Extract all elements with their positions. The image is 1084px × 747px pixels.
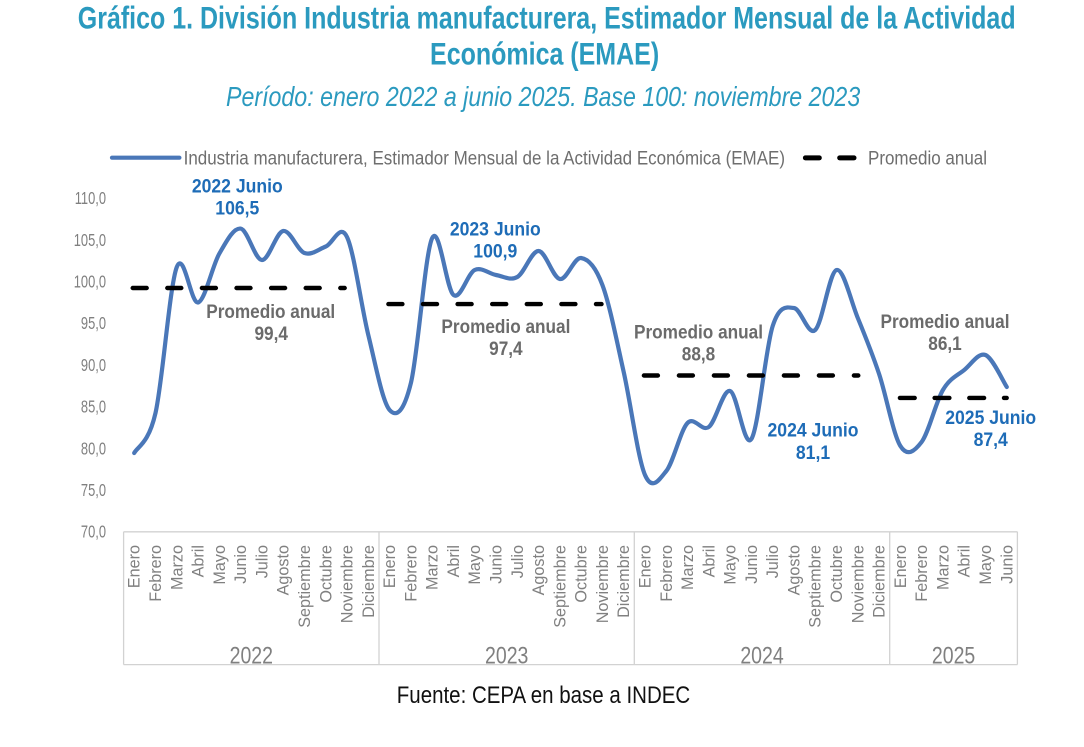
svg-text:Promedio anual: Promedio anual xyxy=(206,300,335,322)
svg-text:Abril: Abril xyxy=(445,545,463,577)
svg-text:Mayo: Mayo xyxy=(211,545,229,585)
svg-text:2022 Junio: 2022 Junio xyxy=(192,175,283,197)
svg-text:Junio: Junio xyxy=(232,545,250,584)
svg-text:Octubre: Octubre xyxy=(573,545,591,603)
svg-text:2023 Junio: 2023 Junio xyxy=(450,218,541,240)
svg-text:Febrero: Febrero xyxy=(658,545,676,602)
svg-text:Febrero: Febrero xyxy=(913,545,931,602)
svg-text:80,0: 80,0 xyxy=(81,440,106,459)
svg-text:Noviembre: Noviembre xyxy=(339,545,357,623)
svg-text:2025 Junio: 2025 Junio xyxy=(945,406,1036,428)
svg-text:Promedio anual: Promedio anual xyxy=(634,321,763,343)
svg-text:Agosto: Agosto xyxy=(275,545,293,595)
svg-text:Fuente: CEPA en base a INDEC: Fuente: CEPA en base a INDEC xyxy=(397,681,690,708)
svg-text:100,9: 100,9 xyxy=(473,240,517,262)
svg-text:Mayo: Mayo xyxy=(722,545,740,585)
svg-text:Industria manufacturera, Estim: Industria manufacturera, Estimador Mensu… xyxy=(184,148,785,169)
svg-text:81,1: 81,1 xyxy=(796,441,830,463)
svg-text:Septiembre: Septiembre xyxy=(551,545,569,628)
svg-text:97,4: 97,4 xyxy=(489,337,523,359)
svg-text:75,0: 75,0 xyxy=(81,481,106,500)
svg-text:Diciembre: Diciembre xyxy=(360,545,378,618)
svg-text:88,8: 88,8 xyxy=(682,343,715,365)
svg-text:Marzo: Marzo xyxy=(679,545,697,590)
svg-text:Marzo: Marzo xyxy=(424,545,442,590)
svg-text:2022: 2022 xyxy=(230,642,273,670)
svg-text:Noviembre: Noviembre xyxy=(594,545,612,623)
svg-text:Julio: Julio xyxy=(253,545,271,578)
svg-text:Marzo: Marzo xyxy=(934,545,952,590)
svg-text:Abril: Abril xyxy=(700,545,718,577)
svg-text:2023: 2023 xyxy=(485,642,528,670)
svg-text:Abril: Abril xyxy=(956,545,974,577)
svg-text:90,0: 90,0 xyxy=(81,356,106,375)
svg-text:Febrero: Febrero xyxy=(402,545,420,602)
svg-text:87,4: 87,4 xyxy=(974,428,1009,450)
svg-text:Febrero: Febrero xyxy=(147,545,165,602)
svg-text:Promedio anual: Promedio anual xyxy=(881,310,1010,332)
svg-text:Junio: Junio xyxy=(488,545,506,584)
svg-text:86,1: 86,1 xyxy=(928,332,961,354)
svg-text:Económica (EMAE): Económica (EMAE) xyxy=(430,37,659,73)
svg-text:2024: 2024 xyxy=(740,642,783,670)
svg-text:Diciembre: Diciembre xyxy=(871,545,889,618)
svg-text:Julio: Julio xyxy=(764,545,782,578)
svg-text:Diciembre: Diciembre xyxy=(615,545,633,618)
svg-text:Gráfico 1. División Industria: Gráfico 1. División Industria manufactur… xyxy=(78,1,1016,37)
svg-text:Octubre: Octubre xyxy=(828,545,846,603)
svg-text:Enero: Enero xyxy=(892,545,910,588)
svg-text:Julio: Julio xyxy=(509,545,527,578)
svg-text:2024 Junio: 2024 Junio xyxy=(768,419,859,441)
svg-text:Noviembre: Noviembre xyxy=(849,545,867,623)
svg-text:Junio: Junio xyxy=(998,545,1016,584)
svg-text:95,0: 95,0 xyxy=(81,315,106,334)
svg-text:Promedio anual: Promedio anual xyxy=(441,315,570,337)
svg-text:Mayo: Mayo xyxy=(977,545,995,585)
svg-text:105,0: 105,0 xyxy=(74,231,106,250)
svg-text:70,0: 70,0 xyxy=(81,523,106,542)
svg-text:Enero: Enero xyxy=(637,545,655,588)
svg-text:99,4: 99,4 xyxy=(254,322,288,344)
svg-text:Período: enero 2022 a junio 20: Período: enero 2022 a junio 2025. Base 1… xyxy=(226,82,861,112)
svg-text:Agosto: Agosto xyxy=(530,545,548,595)
svg-text:100,0: 100,0 xyxy=(74,273,106,292)
svg-text:Septiembre: Septiembre xyxy=(807,545,825,628)
svg-text:Promedio anual: Promedio anual xyxy=(868,148,987,169)
svg-text:Agosto: Agosto xyxy=(785,545,803,595)
svg-text:Mayo: Mayo xyxy=(466,545,484,585)
svg-text:106,5: 106,5 xyxy=(215,197,259,219)
svg-text:Enero: Enero xyxy=(126,545,144,588)
svg-text:2025: 2025 xyxy=(932,642,975,670)
svg-text:Enero: Enero xyxy=(381,545,399,588)
svg-text:Abril: Abril xyxy=(190,545,208,577)
svg-text:Marzo: Marzo xyxy=(168,545,186,590)
svg-text:Junio: Junio xyxy=(743,545,761,584)
svg-text:110,0: 110,0 xyxy=(75,190,106,209)
svg-text:Septiembre: Septiembre xyxy=(296,545,314,628)
svg-text:85,0: 85,0 xyxy=(81,398,106,417)
svg-text:Octubre: Octubre xyxy=(317,545,335,603)
